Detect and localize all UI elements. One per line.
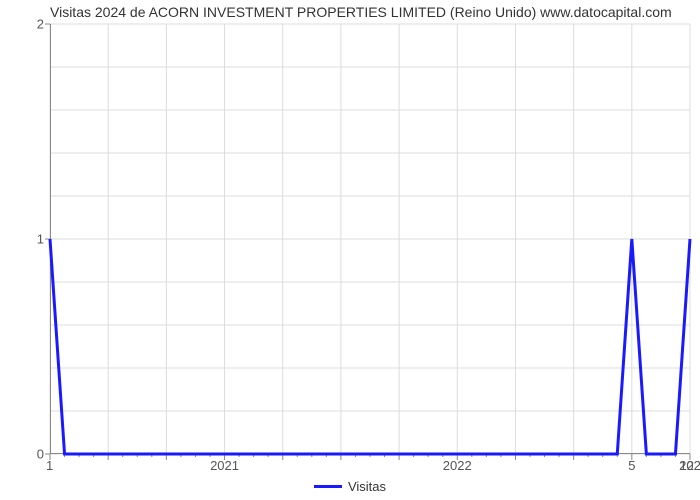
legend-label: Visitas: [348, 479, 386, 494]
y-tick-label: 1: [37, 232, 44, 247]
chart-area: 012 1 12 202120222025: [50, 24, 690, 454]
x-tick-label: 202: [679, 458, 700, 473]
legend: Visitas: [0, 479, 700, 494]
x-tick-label: 2021: [210, 458, 239, 473]
legend-swatch: [314, 485, 342, 488]
y-tick-label: 2: [37, 17, 44, 32]
x-tick-label: 5: [628, 458, 635, 473]
chart-title: Visitas 2024 de ACORN INVESTMENT PROPERT…: [50, 4, 672, 20]
x-axis-label-left: 1: [46, 458, 53, 473]
line-chart: [50, 24, 690, 454]
x-tick-label: 2022: [443, 458, 472, 473]
y-tick-label: 0: [37, 447, 44, 462]
